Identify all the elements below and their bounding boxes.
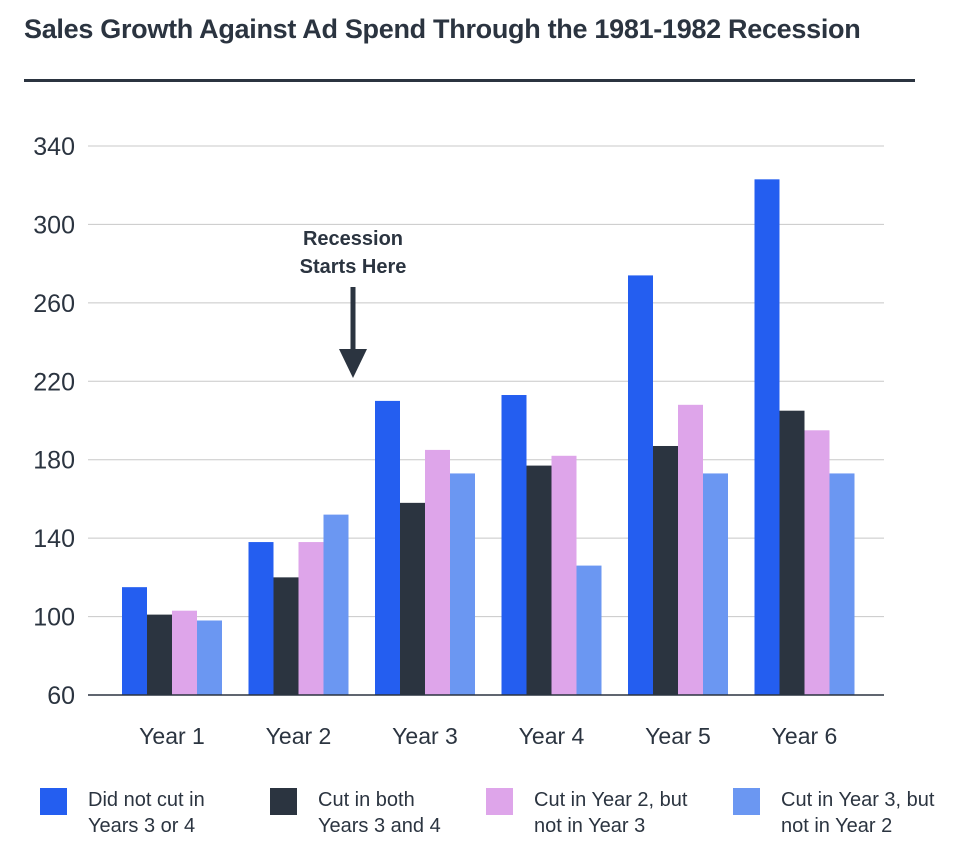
legend-label: Cut in both Years 3 and 4 — [318, 789, 441, 837]
annotation-text: Recession — [303, 228, 403, 250]
legend-item-3: Cut in Year 3, but not in Year 2 — [733, 787, 934, 839]
bar-year-3-series-1 — [400, 502, 425, 695]
bar-year-2-series-1 — [273, 577, 299, 695]
y-tick-label: 60 — [47, 682, 75, 710]
bar-year-1-series-1 — [147, 614, 172, 695]
title-divider — [24, 79, 915, 82]
x-tick-label: Year 3 — [392, 723, 458, 749]
bar-year-6-series-1 — [779, 410, 805, 695]
legend-item-1: Cut in both Years 3 and 4 — [270, 787, 441, 839]
legend-swatch — [40, 788, 67, 815]
y-tick-label: 260 — [33, 290, 75, 318]
bar-year-6-series-0 — [754, 179, 780, 695]
bar-year-4-series-0 — [501, 395, 527, 695]
bar-year-6-series-3 — [829, 473, 855, 695]
bar-year-4-series-3 — [576, 565, 602, 695]
bar-year-3-series-0 — [375, 400, 400, 695]
legend-label: Did not cut in Years 3 or 4 — [88, 789, 205, 837]
y-tick-label: 340 — [33, 133, 75, 161]
bar-year-3-series-3 — [450, 473, 475, 695]
legend-item-0: Did not cut in Years 3 or 4 — [40, 787, 205, 839]
y-tick-label: 220 — [33, 368, 75, 396]
y-tick-label: 300 — [33, 211, 75, 239]
bar-year-4-series-1 — [526, 465, 552, 695]
bar-year-1-series-3 — [197, 620, 222, 695]
legend-swatch — [486, 788, 513, 815]
x-tick-label: Year 6 — [772, 723, 838, 749]
bar-year-2-series-0 — [248, 542, 274, 695]
x-tick-label: Year 1 — [139, 723, 205, 749]
bar-year-2-series-3 — [323, 514, 349, 695]
x-tick-label: Year 2 — [266, 723, 332, 749]
x-tick-label: Year 4 — [519, 723, 585, 749]
bar-year-4-series-2 — [551, 455, 577, 695]
bar-year-3-series-2 — [425, 449, 450, 695]
bar-year-2-series-2 — [298, 542, 324, 695]
annotation-arrow-head — [339, 349, 367, 378]
bar-year-5-series-1 — [653, 445, 678, 695]
legend-label: Cut in Year 2, but not in Year 3 — [534, 789, 688, 837]
chart-title: Sales Growth Against Ad Spend Through th… — [24, 14, 861, 44]
legend-swatch — [733, 788, 760, 815]
bar-year-5-series-0 — [628, 275, 653, 695]
legend-item-2: Cut in Year 2, but not in Year 3 — [486, 787, 687, 839]
legend-label: Cut in Year 3, but not in Year 2 — [781, 789, 935, 837]
y-tick-label: 140 — [33, 525, 75, 553]
annotation-text: Starts Here — [300, 256, 407, 278]
y-tick-label: 180 — [33, 447, 75, 475]
bar-year-5-series-2 — [678, 404, 703, 695]
bar-year-1-series-2 — [172, 610, 197, 695]
x-tick-label: Year 5 — [645, 723, 711, 749]
bar-year-5-series-3 — [703, 473, 728, 695]
y-tick-label: 100 — [33, 604, 75, 632]
bar-year-6-series-2 — [804, 430, 830, 695]
legend-swatch — [270, 788, 297, 815]
bar-year-1-series-0 — [122, 587, 147, 695]
